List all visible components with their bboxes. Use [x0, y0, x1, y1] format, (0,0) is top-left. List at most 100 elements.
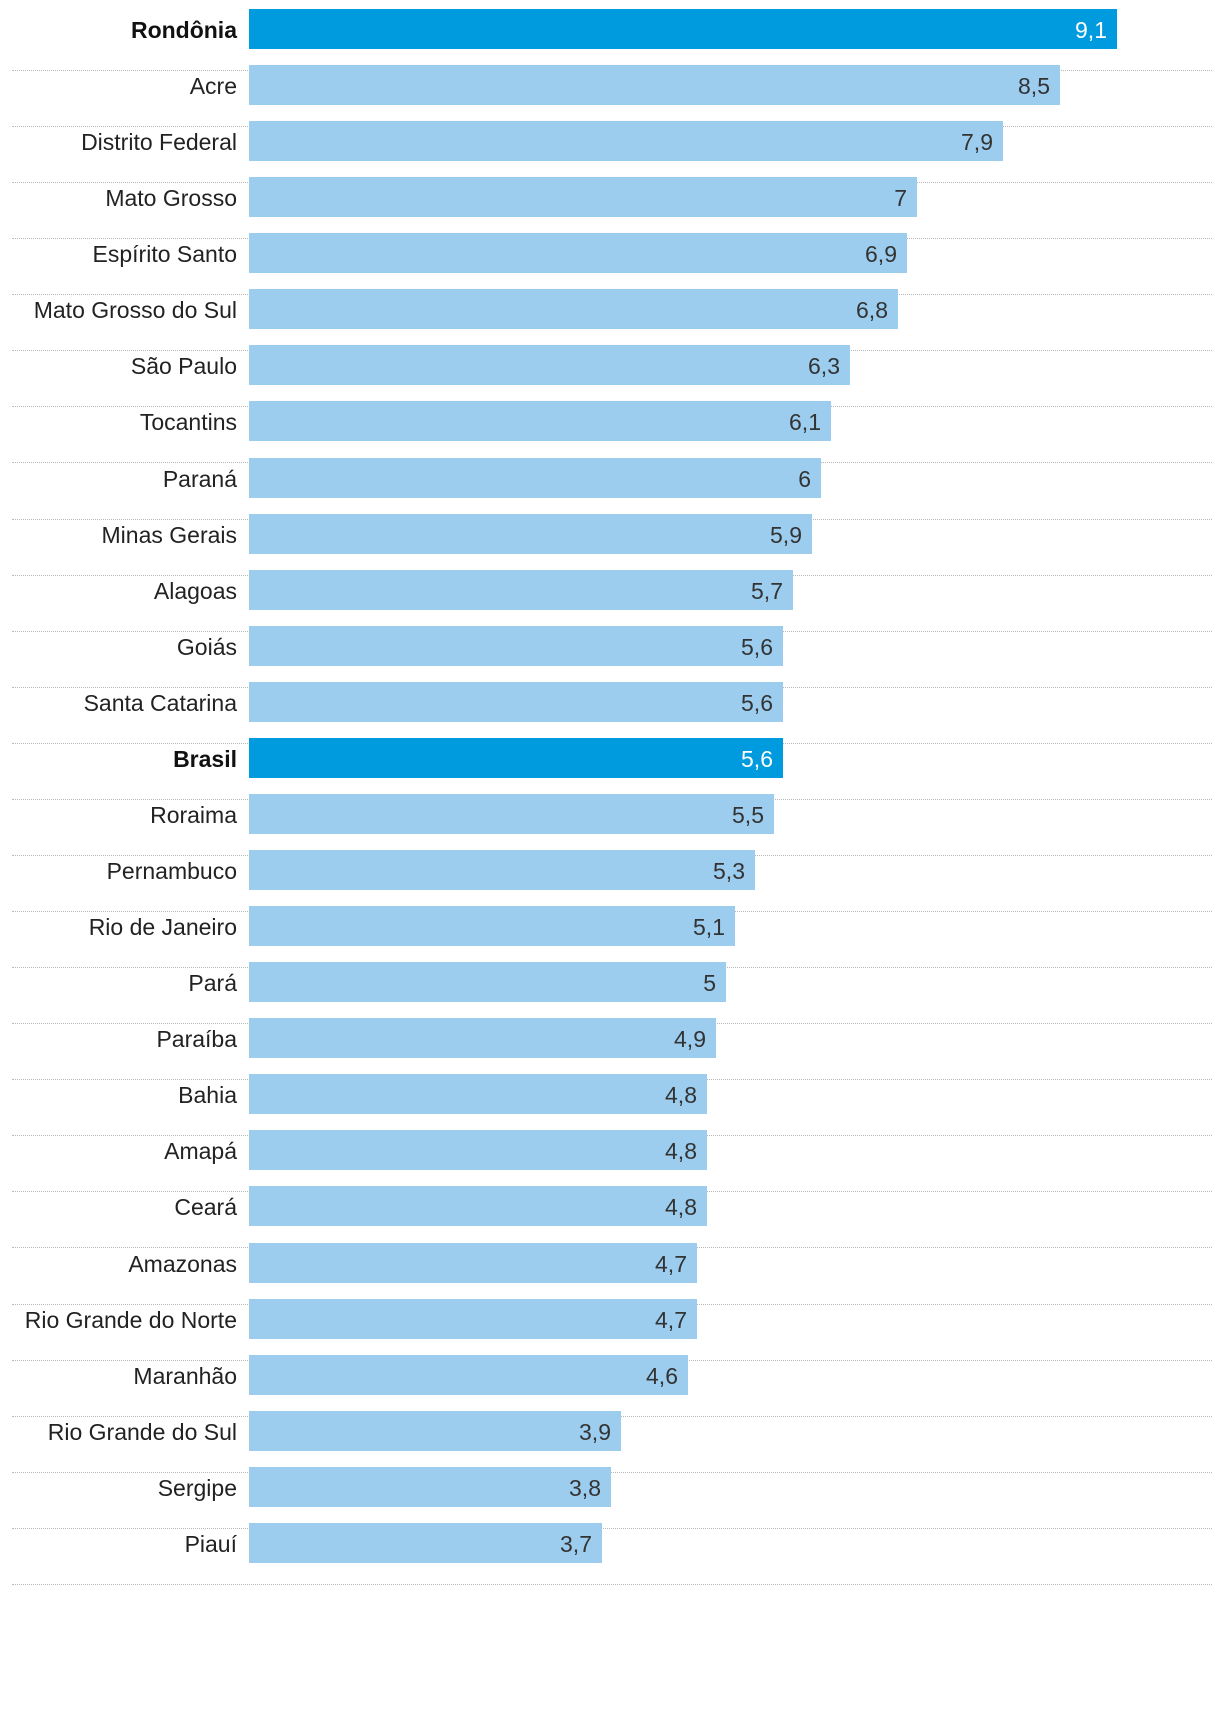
bar	[249, 65, 1060, 106]
bar-row: Goiás 5,6	[12, 625, 1212, 688]
value-label: 9,1	[1075, 17, 1107, 43]
bar	[249, 906, 735, 947]
category-label: Tocantins	[139, 409, 237, 436]
category-label: Mato Grosso do Sul	[33, 297, 237, 324]
category-label: Rio de Janeiro	[88, 914, 237, 941]
bar-row: Paraíba 4,9	[12, 1018, 1212, 1081]
category-label: São Paulo	[130, 353, 237, 380]
value-label: 5,6	[741, 745, 773, 772]
bar	[249, 793, 774, 834]
bar	[249, 401, 831, 442]
bar	[249, 1074, 707, 1115]
value-label: 5,1	[693, 914, 725, 941]
bar-row: Espírito Santo 6,9	[12, 233, 1212, 296]
bar	[249, 233, 907, 274]
category-label: Mato Grosso	[105, 185, 237, 212]
bar-row: Rio Grande do Norte 4,7	[12, 1298, 1212, 1361]
category-label: Brasil	[173, 745, 237, 772]
category-label: Ceará	[174, 1194, 237, 1221]
bar-row: Paraná 6	[12, 457, 1212, 520]
bar	[249, 1130, 707, 1171]
bar	[249, 1018, 716, 1059]
bar	[249, 513, 812, 554]
category-label: Maranhão	[133, 1362, 237, 1389]
bar	[249, 345, 850, 386]
value-label: 3,9	[579, 1418, 611, 1445]
value-label: 6,3	[808, 353, 840, 380]
bar-row: Santa Catarina 5,6	[12, 681, 1212, 744]
bar-row: Brasil 5,6	[12, 737, 1212, 800]
value-label: 4,8	[665, 1194, 697, 1221]
category-label: Distrito Federal	[81, 129, 237, 156]
bar	[249, 1354, 688, 1395]
value-label: 5,9	[770, 521, 802, 548]
bar-row: Mato Grosso do Sul 6,8	[12, 289, 1212, 352]
bar	[249, 121, 1003, 162]
bar-row: Rio de Janeiro 5,1	[12, 906, 1212, 969]
bar	[249, 625, 783, 666]
bar-row: Sergipe 3,8	[12, 1466, 1212, 1529]
bar	[249, 1410, 621, 1451]
category-label: Roraima	[150, 801, 237, 828]
value-label: 6,8	[856, 297, 888, 324]
value-label: 5	[703, 970, 716, 997]
row-divider	[12, 1583, 1212, 1585]
bar-row: Minas Gerais 5,9	[12, 513, 1212, 576]
bar	[249, 457, 821, 498]
bar-row: Roraima 5,5	[12, 793, 1212, 856]
bar	[249, 1298, 697, 1339]
value-label: 4,9	[674, 1026, 706, 1053]
bar-row: São Paulo 6,3	[12, 345, 1212, 408]
bar	[249, 177, 917, 218]
value-label: 5,3	[713, 858, 745, 885]
bar-row: Pará 5	[12, 962, 1212, 1025]
bar	[249, 681, 783, 722]
value-label: 4,8	[665, 1138, 697, 1165]
bar-row: Piauí 3,7	[12, 1522, 1212, 1585]
category-label: Rondônia	[130, 17, 237, 43]
category-label: Paraná	[162, 465, 237, 492]
category-label: Bahia	[178, 1082, 237, 1109]
bar	[249, 1522, 602, 1563]
category-label: Espírito Santo	[92, 241, 237, 268]
bar-row: Tocantins 6,1	[12, 401, 1212, 464]
bar-row: Acre 8,5	[12, 65, 1212, 128]
bar-row: Rondônia 9,1	[12, 9, 1212, 71]
category-label: Santa Catarina	[83, 689, 237, 716]
category-label: Paraíba	[156, 1026, 237, 1053]
category-label: Goiás	[176, 633, 237, 660]
category-label: Amazonas	[128, 1250, 237, 1277]
category-label: Amapá	[164, 1138, 237, 1165]
value-label: 7,9	[961, 129, 993, 156]
category-label: Sergipe	[157, 1474, 237, 1501]
bar-row: Mato Grosso 7	[12, 177, 1212, 240]
bar	[249, 1242, 697, 1283]
bar-row: Ceará 4,8	[12, 1186, 1212, 1249]
bar	[249, 962, 726, 1003]
row-divider	[12, 1471, 1212, 1473]
category-label: Acre	[189, 73, 237, 100]
value-label: 6,9	[865, 241, 897, 268]
value-label: 4,6	[646, 1362, 678, 1389]
value-label: 6	[798, 465, 811, 492]
value-label: 6,1	[789, 409, 821, 436]
category-label: Rio Grande do Norte	[24, 1306, 237, 1333]
value-label: 3,7	[560, 1530, 592, 1557]
value-label: 4,7	[655, 1306, 687, 1333]
bar-row: Rio Grande do Sul 3,9	[12, 1410, 1212, 1473]
bar	[249, 737, 783, 778]
bar-row: Bahia 4,8	[12, 1074, 1212, 1137]
bar	[249, 1466, 611, 1507]
value-label: 5,6	[741, 633, 773, 660]
value-label: 8,5	[1018, 73, 1050, 100]
value-label: 3,8	[569, 1474, 601, 1501]
bar-row: Distrito Federal 7,9	[12, 121, 1212, 184]
bar	[249, 569, 793, 610]
value-label: 4,7	[655, 1250, 687, 1277]
category-label: Minas Gerais	[101, 521, 237, 548]
category-label: Rio Grande do Sul	[47, 1418, 237, 1445]
bar-row: Amazonas 4,7	[12, 1242, 1212, 1305]
category-label: Pará	[188, 970, 237, 997]
row-divider	[12, 1527, 1212, 1529]
